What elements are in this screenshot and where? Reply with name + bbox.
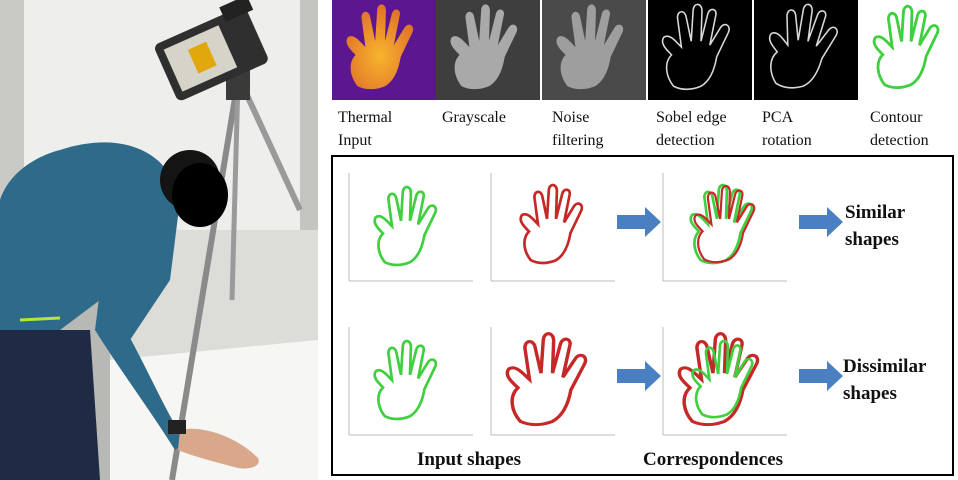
input-shape-plot-green [348,327,473,436]
dissimilar-shapes-label: Dissimilar shapes [843,356,927,404]
processing-pipeline: Thermal Input Grayscale Noise filtering … [332,0,958,155]
step-label: Contour detection [870,109,929,149]
step-label: PCA rotation [762,109,812,149]
pca-rotation-image [754,0,858,100]
input-shape-plot-red-wide [490,327,615,436]
shape-comparison-panel: Similar shapes Dissimilar shapes Input s… [331,155,954,476]
arrow-icon [799,207,843,237]
similar-shapes-label: Similar shapes [845,202,906,250]
arrow-icon [617,361,661,391]
sobel-edge-image [648,0,752,100]
correspondences-label: Correspondences [643,449,784,470]
input-shape-plot-red [490,173,615,282]
arrow-icon [617,207,661,237]
correspondence-plot-similar [662,173,787,282]
step-label: Grayscale [442,109,506,126]
thermal-input-image [332,0,436,100]
experiment-photo [0,0,318,480]
step-label: Thermal Input [338,109,393,149]
arrow-icon [799,361,843,391]
step-label: Sobel edge detection [656,109,727,149]
grayscale-image [436,0,540,100]
step-label: Noise filtering [552,109,604,149]
input-shape-plot-green [348,173,473,282]
input-shapes-label: Input shapes [417,449,522,470]
contour-detection-image [862,0,958,100]
noise-filtered-image [542,0,646,100]
correspondence-plot-dissimilar [662,327,787,436]
